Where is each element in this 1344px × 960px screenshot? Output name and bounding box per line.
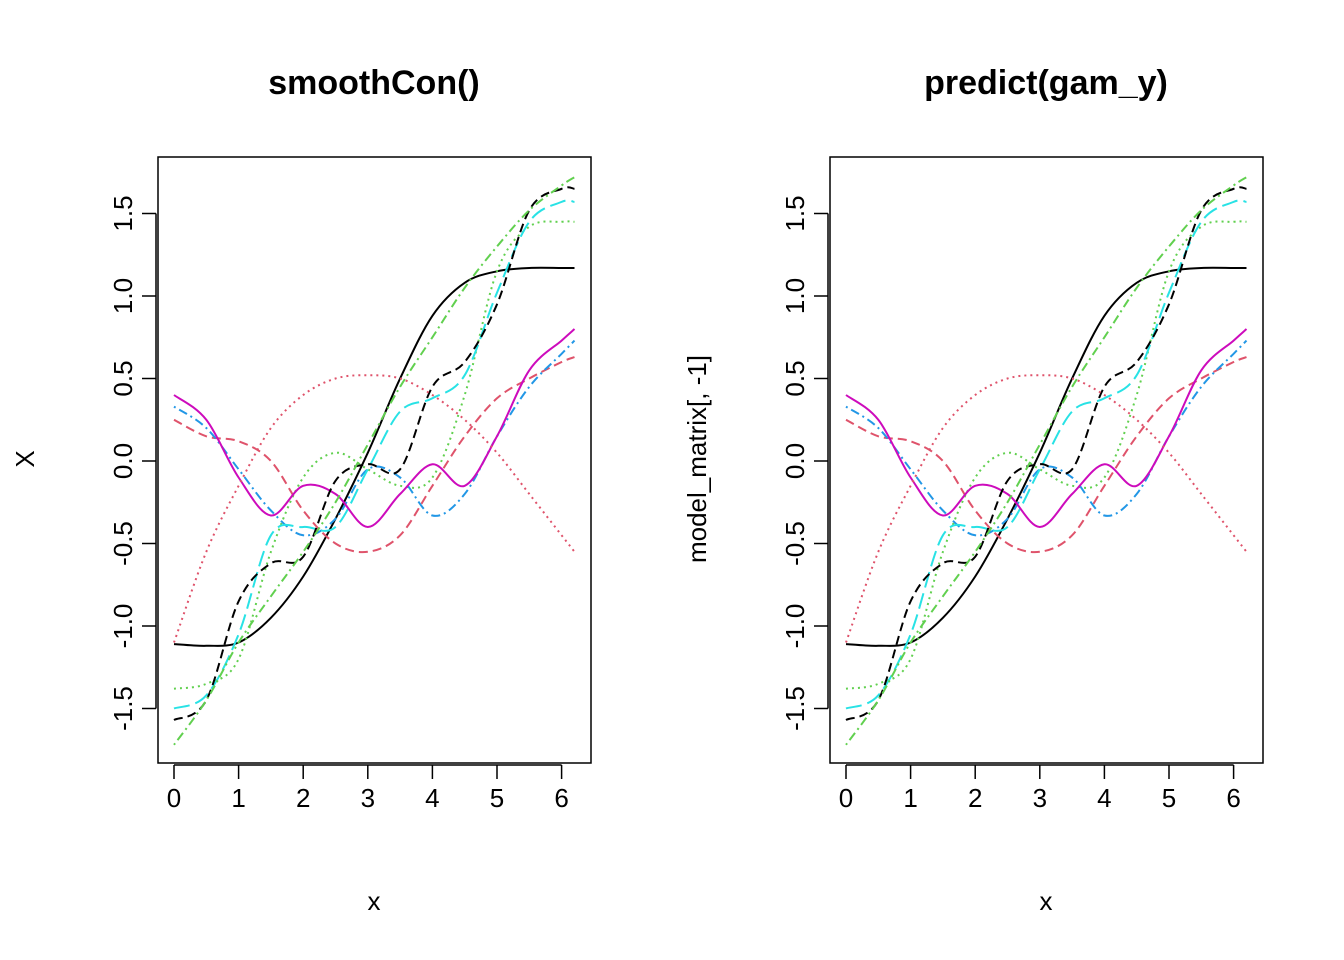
y-tick-label: 1.0 xyxy=(108,278,138,314)
x-tick-label: 0 xyxy=(839,783,853,813)
y-axis-label: X xyxy=(10,450,40,467)
series-line-basis-8 xyxy=(845,374,1248,643)
series-line-basis-6 xyxy=(173,328,576,528)
x-axis-label: x xyxy=(1040,886,1053,916)
series-line-basis-9 xyxy=(173,176,576,746)
series-layer xyxy=(173,176,576,746)
x-tick-label: 4 xyxy=(425,783,439,813)
series-line-basis-5 xyxy=(845,199,1247,710)
x-tick-label: 0 xyxy=(167,783,181,813)
chart-title: predict(gam_y) xyxy=(924,64,1168,102)
y-tick-label: 1.0 xyxy=(780,278,810,314)
series-layer xyxy=(845,176,1248,746)
y-tick-label: 1.5 xyxy=(108,195,138,231)
series-line-basis-5 xyxy=(173,199,575,710)
y-tick-label: -0.5 xyxy=(108,521,138,566)
x-tick-label: 1 xyxy=(231,783,245,813)
left-panel: smoothCon() x X 0 1 2 3 4 5 6 -1.5 -1.0 -0.5 0.0 0.… xyxy=(10,64,592,916)
y-tick-label: -1.0 xyxy=(780,604,810,649)
x-tick-label: 6 xyxy=(554,783,568,813)
series-line-basis-4 xyxy=(173,339,576,537)
y-tick-label: 0.5 xyxy=(108,360,138,396)
series-line-basis-3 xyxy=(845,220,1247,690)
y-tick-label: 0.0 xyxy=(108,443,138,479)
y-tick-label: -1.5 xyxy=(780,686,810,731)
chart-title: smoothCon() xyxy=(268,64,480,102)
right-panel: predict(gam_y) x model_matrix[, -1] 0 1 2 3… xyxy=(682,64,1264,916)
series-line-basis-2 xyxy=(845,356,1247,554)
series-line-basis-3 xyxy=(173,220,575,690)
y-tick-label: -1.0 xyxy=(108,604,138,649)
x-tick-label: 5 xyxy=(490,783,504,813)
y-axis-label: model_matrix[, -1] xyxy=(682,355,712,563)
x-tick-label: 2 xyxy=(968,783,982,813)
series-line-basis-8 xyxy=(173,374,576,643)
plot-frame xyxy=(829,156,1264,764)
x-tick-label: 4 xyxy=(1097,783,1111,813)
x-tick-label: 3 xyxy=(361,783,375,813)
series-line-basis-4 xyxy=(845,339,1248,537)
y-tick-label: 1.5 xyxy=(780,195,810,231)
x-tick-label: 1 xyxy=(903,783,917,813)
y-tick-label: -1.5 xyxy=(108,686,138,731)
series-line-basis-7 xyxy=(173,186,575,721)
x-tick-label: 6 xyxy=(1226,783,1240,813)
y-tick-label: -0.5 xyxy=(780,521,810,566)
x-tick-label: 3 xyxy=(1033,783,1047,813)
series-line-basis-9 xyxy=(845,176,1248,746)
axis-layer: 0 1 2 3 4 5 6 -1.5 -1.0 -0.5 0.0 0.5 1.0 1.5 xyxy=(780,195,1241,813)
plot-frame xyxy=(157,156,592,764)
x-axis-label: x xyxy=(368,886,381,916)
series-line-basis-6 xyxy=(845,328,1248,528)
axis-layer: 0 1 2 3 4 5 6 -1.5 -1.0 -0.5 0.0 0.5 1.0 1.5 xyxy=(108,195,569,813)
y-tick-label: 0.0 xyxy=(780,443,810,479)
x-tick-label: 2 xyxy=(296,783,310,813)
series-line-basis-2 xyxy=(173,356,575,554)
y-tick-label: 0.5 xyxy=(780,360,810,396)
x-tick-label: 5 xyxy=(1162,783,1176,813)
series-line-basis-7 xyxy=(845,186,1247,721)
